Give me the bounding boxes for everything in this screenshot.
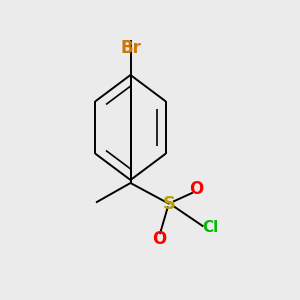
Text: O: O (152, 230, 166, 247)
Text: Br: Br (120, 39, 141, 57)
Text: O: O (189, 180, 204, 198)
Text: Cl: Cl (202, 220, 218, 236)
Text: S: S (163, 195, 176, 213)
